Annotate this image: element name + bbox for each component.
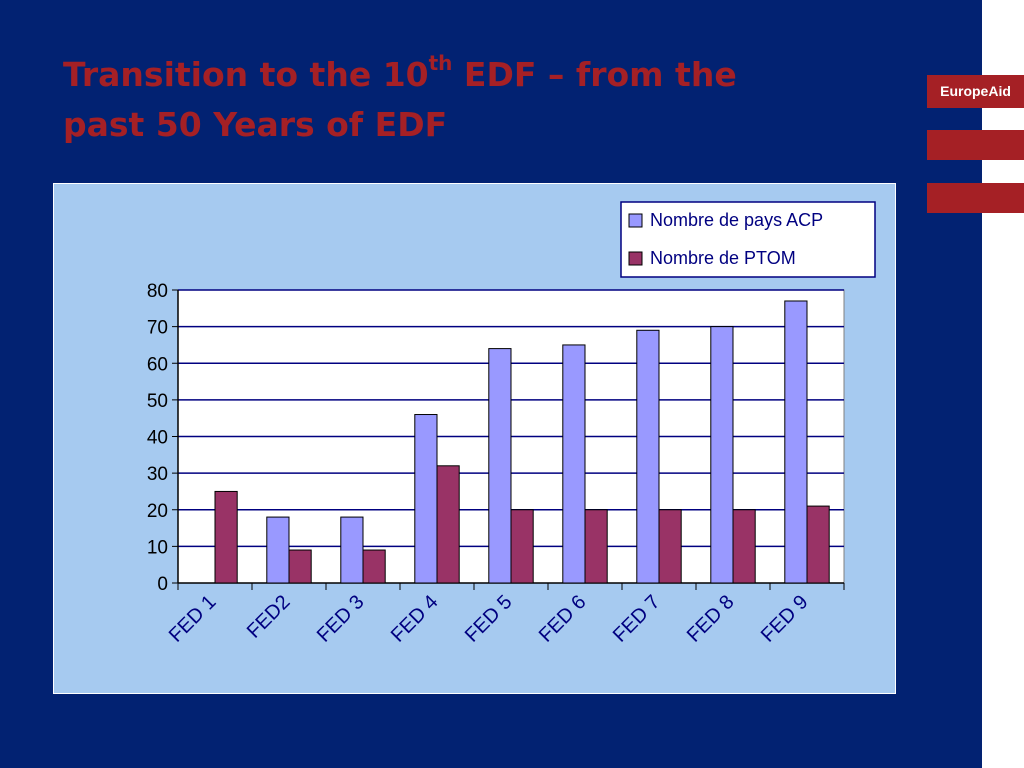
x-category-label: FED2: [243, 591, 295, 643]
y-tick-label: 30: [147, 464, 168, 485]
x-category-label: FED 1: [165, 591, 221, 647]
bar-acp: [488, 348, 512, 584]
bar-ptom: [806, 505, 830, 584]
title-superscript: th: [428, 51, 453, 75]
brand-bar-1: [927, 130, 1024, 160]
x-category-label: FED 3: [313, 591, 369, 647]
legend-swatch: [628, 213, 643, 228]
y-tick-label: 60: [147, 354, 168, 375]
bar-ptom: [362, 549, 386, 584]
x-category-label: FED 5: [461, 591, 517, 647]
legend-label: Nombre de PTOM: [650, 248, 796, 268]
y-tick-label: 50: [147, 391, 168, 412]
y-tick-label: 70: [147, 318, 168, 339]
bar-ptom: [436, 465, 460, 584]
bar-ptom: [214, 490, 238, 584]
title-text-part2: EDF – from the: [452, 55, 737, 94]
white-side-strip: [982, 0, 1024, 768]
bar-acp: [636, 329, 660, 584]
bar-acp: [562, 344, 586, 584]
slide-title: Transition to the 10th EDF – from the pas…: [63, 50, 923, 150]
y-tick-label: 80: [147, 281, 168, 302]
bar-acp: [414, 414, 438, 584]
y-tick-label: 20: [147, 501, 168, 522]
bar-acp: [266, 516, 290, 584]
legend-box: [620, 201, 876, 278]
bar-ptom: [658, 509, 682, 584]
europeaid-logo: EuropeAid: [927, 75, 1024, 108]
title-text-part1: Transition to the 10: [63, 55, 429, 94]
x-category-label: FED 4: [387, 591, 443, 647]
title-text-line2: past 50 Years of EDF: [63, 105, 448, 144]
brand-bar-2: [927, 183, 1024, 213]
bar-acp: [710, 326, 734, 584]
x-category-label: FED 8: [683, 591, 739, 647]
legend-label: Nombre de pays ACP: [650, 210, 823, 230]
bar-ptom: [584, 509, 608, 584]
bar-chart: 0 10 20 30 40 50 60 70 80 FED 1 FED2 FED 3 FED 4 FED …: [147, 201, 876, 647]
bar-acp: [784, 300, 808, 584]
bar-ptom: [732, 509, 756, 584]
x-category-label: FED 9: [757, 591, 813, 647]
chart-panel: 0 10 20 30 40 50 60 70 80 FED 1 FED2 FED 3 FED 4 FED …: [53, 183, 896, 694]
y-tick-label: 10: [147, 537, 168, 558]
bar-ptom: [510, 509, 534, 584]
legend-swatch: [628, 251, 643, 266]
bar-acp: [340, 516, 364, 584]
x-category-label: FED 6: [535, 591, 591, 647]
bar-ptom: [288, 549, 312, 584]
y-tick-label: 0: [157, 574, 168, 595]
x-category-label: FED 7: [609, 591, 665, 647]
y-tick-label: 40: [147, 428, 168, 449]
